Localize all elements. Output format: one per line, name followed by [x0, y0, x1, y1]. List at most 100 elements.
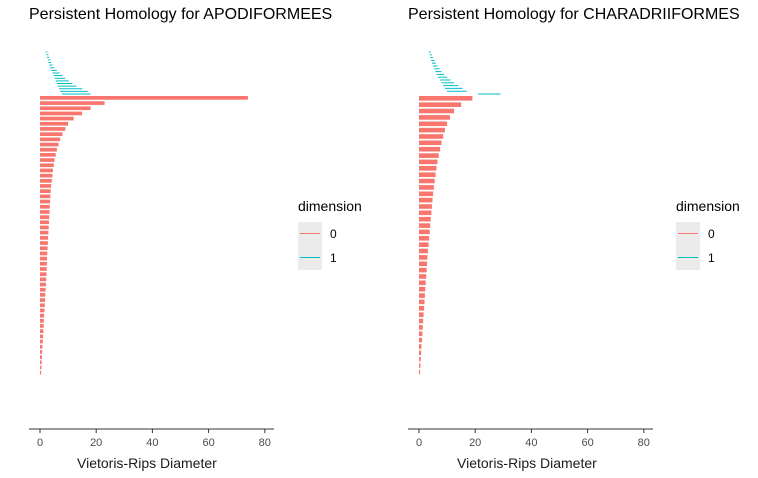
bar-dim0	[40, 168, 53, 173]
legend-key-1	[298, 246, 322, 270]
x-tick-label: 80	[638, 437, 650, 449]
bar-dim0	[419, 356, 421, 362]
chart-plot: 0 20 40 60 80	[408, 51, 653, 449]
bar-dim0	[419, 127, 445, 133]
legend-item-1: 1	[298, 246, 362, 270]
bar-dim0	[40, 106, 91, 111]
bar-dim0	[40, 173, 53, 178]
bar-dim0	[40, 319, 44, 323]
bar-dim0	[419, 121, 448, 127]
bar-dim0	[40, 298, 46, 302]
bar-dim0	[419, 299, 425, 305]
bar-dim0	[419, 293, 425, 298]
bar-dim0	[419, 146, 441, 152]
bar-dim0	[40, 101, 105, 105]
bar-dim0	[40, 350, 43, 354]
bar-dim0	[419, 140, 442, 146]
bar-dim0	[419, 134, 444, 139]
bar-dim0	[40, 215, 50, 219]
bar-dim0	[40, 189, 51, 193]
bar-dim0	[40, 282, 46, 287]
bar-dim0	[419, 229, 430, 235]
bar-dim0	[419, 242, 429, 247]
bar-dim0	[40, 313, 45, 318]
bar-dim0	[419, 223, 431, 228]
x-axis-label: Vietoris-Rips Diameter	[77, 455, 217, 471]
bar-dim0	[40, 147, 57, 152]
bar-dim0	[40, 355, 42, 359]
bar-dim0	[40, 256, 47, 261]
bar-dim0	[419, 267, 427, 273]
bar-dim0	[40, 132, 63, 136]
x-tick-label: 80	[259, 437, 271, 449]
bar-dim0	[419, 197, 433, 203]
legend-line-1	[300, 257, 320, 258]
bar-dim0	[419, 274, 427, 279]
legend-line-0	[678, 233, 698, 234]
chart-title: Persistent Homology for APODIFORMEES	[29, 6, 333, 23]
bar-dim0	[40, 267, 47, 271]
bar-dim0	[419, 102, 462, 107]
legend-title: dimension	[298, 198, 362, 214]
bar-dim0	[40, 194, 51, 199]
bar-dim0	[419, 325, 423, 330]
bar-dim0	[40, 116, 74, 121]
legend-item-0: 0	[676, 222, 740, 246]
bar-dim0	[40, 324, 44, 328]
x-tick-label: 20	[90, 437, 102, 449]
bar-dim0	[40, 344, 43, 349]
legend-title: dimension	[676, 198, 740, 214]
bar-dim0	[419, 178, 435, 184]
bar-dim0	[40, 179, 52, 183]
bar-dim0	[419, 115, 450, 120]
bar-dim0	[40, 220, 49, 225]
x-tick-label: 20	[469, 437, 481, 449]
bar-dim0	[40, 334, 44, 339]
x-tick-label: 40	[525, 437, 537, 449]
bar-dim0	[419, 153, 439, 158]
bar-dim0	[40, 230, 49, 235]
legend-item-0: 0	[298, 222, 362, 246]
bar-dim0	[40, 163, 54, 168]
x-axis-label: Vietoris-Rips Diameter	[457, 455, 597, 471]
legend-line-1	[678, 257, 698, 258]
legend-key-0	[298, 222, 322, 246]
bar-dim0	[40, 204, 50, 209]
legend: dimension 0 1	[676, 198, 740, 270]
bar-dim0	[419, 306, 425, 311]
chart-plot: 0 20 40 60 80	[29, 51, 274, 449]
bar-dim0	[419, 166, 437, 171]
bar-dim0	[40, 241, 48, 245]
x-tick-label: 60	[581, 437, 593, 449]
legend-key-0	[676, 222, 700, 246]
bar-dim0	[40, 365, 42, 370]
x-tick-label: 0	[416, 437, 422, 449]
bar-dim0	[40, 158, 55, 162]
legend-label-0: 0	[330, 227, 337, 241]
legend-item-1: 1	[676, 246, 740, 270]
chart-panel-apodiformees: Persistent Homology for APODIFORMEES 0 20…	[29, 6, 362, 471]
bar-dim0	[40, 225, 49, 230]
bar-dim0	[419, 261, 427, 267]
bar-dim0	[419, 159, 438, 165]
bar-dim0	[419, 236, 430, 241]
legend: dimension 0 1	[298, 198, 362, 270]
x-tick-label: 40	[146, 437, 158, 449]
bar-dim0	[419, 210, 432, 216]
legend-label-1: 1	[708, 251, 715, 265]
bar-dim0	[40, 303, 45, 308]
bar-dim0	[40, 184, 52, 188]
bar-dim0	[40, 293, 46, 297]
bar-dim0	[40, 210, 50, 214]
bar-dim0	[40, 370, 42, 375]
bar-dim0	[40, 96, 248, 100]
bar-dim0	[419, 318, 424, 324]
bar-dim0	[419, 248, 428, 254]
bar-dim0	[419, 344, 422, 349]
bar-dim0	[40, 251, 48, 256]
chart-panel-charadriiformes: Persistent Homology for CHARADRIIFORMES …	[379, 0, 758, 478]
bar-dim0	[419, 286, 426, 292]
bar-dim0	[40, 137, 61, 142]
bar-dim0	[40, 360, 42, 365]
bar-dim0	[40, 246, 48, 251]
